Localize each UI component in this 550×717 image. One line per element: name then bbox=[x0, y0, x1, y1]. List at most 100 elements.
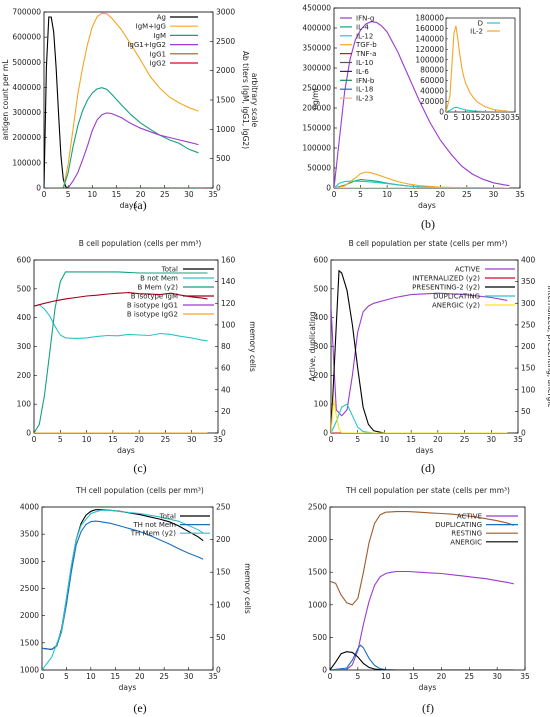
d-y2axis-label: Internalized, presenting, anergic bbox=[546, 286, 550, 408]
a-xtick-label: 0 bbox=[42, 190, 47, 199]
c-series-b-mem-y2-line bbox=[34, 271, 208, 433]
b-legend-label: IL-23 bbox=[356, 95, 373, 103]
e-ytick-label: 3000 bbox=[20, 557, 39, 566]
panel-f: TH cell population per state (cells per … bbox=[308, 486, 530, 715]
b-ytick-label: 150000 bbox=[302, 124, 331, 133]
e-legend-label: Total bbox=[159, 513, 176, 521]
f-ytick-label: 1500 bbox=[308, 568, 327, 577]
b-xtick-label: 0 bbox=[332, 190, 337, 199]
a-xtick-label: 15 bbox=[112, 190, 122, 199]
c-y2tick-label: 160 bbox=[221, 256, 236, 265]
a-y2axis-label: Ab titers (IgM, IgG1, IgG2) bbox=[241, 51, 250, 149]
d-legend-label: ACTIVE bbox=[455, 266, 480, 274]
d-y2tick-label: 0 bbox=[521, 429, 526, 438]
b-inset: 0 5 10 15 20 25 30 3502000040000600008000010000… bbox=[415, 14, 520, 123]
d-panel-label: (d) bbox=[421, 461, 435, 475]
b-inset-xtick-label: 0 bbox=[444, 113, 449, 122]
d-xtick-label: 5 bbox=[355, 435, 360, 444]
c-y2tick-label: 40 bbox=[221, 385, 231, 394]
c-plot-frame bbox=[33, 259, 219, 434]
b-legend-label: TNF-a bbox=[355, 50, 376, 58]
a-legend-label: IgG1 bbox=[150, 50, 166, 58]
e-xtick-label: 0 bbox=[40, 672, 45, 681]
b-inset-ytick-label: 180000 bbox=[415, 14, 444, 23]
c-xtick-label: 20 bbox=[134, 435, 144, 444]
f-ytick-label: 2500 bbox=[308, 503, 327, 512]
c-y2tick-label: 100 bbox=[221, 320, 236, 329]
c-legend-label: B not Mem bbox=[140, 275, 178, 283]
d-legend-label: DUPLICATING bbox=[433, 293, 480, 301]
a-ytick-label: 300000 bbox=[12, 108, 41, 117]
d-xtick-label: 10 bbox=[380, 435, 390, 444]
c-xtick-label: 35 bbox=[213, 435, 223, 444]
b-inset-series-il-2-line bbox=[446, 25, 510, 112]
b-xtick-label: 30 bbox=[489, 190, 499, 199]
b-inset-ytick-label: 60000 bbox=[420, 76, 444, 85]
d-ytick-label: 100 bbox=[314, 400, 329, 409]
f-xtick-label: 30 bbox=[492, 672, 502, 681]
e-legend-label: TH not Mem bbox=[132, 521, 176, 529]
b-xtick-label: 5 bbox=[358, 190, 363, 199]
a-ytick-label: 600000 bbox=[12, 33, 41, 42]
b-inset-ytick-label: 20000 bbox=[420, 97, 444, 106]
e-y2tick-label: 0 bbox=[216, 666, 221, 675]
c-ytick-label: 500 bbox=[17, 284, 32, 293]
e-series-total-line bbox=[42, 509, 204, 650]
a-legend-label: Ag bbox=[157, 14, 166, 22]
c-legend-label: B isotype IgM bbox=[131, 293, 178, 301]
d-series-active-line bbox=[331, 292, 508, 417]
f-series-duplicating-line bbox=[330, 644, 514, 670]
e-ytick-label: 2000 bbox=[20, 611, 39, 620]
a-y2tick-label: 3000 bbox=[216, 8, 235, 17]
d-xtick-label: 25 bbox=[460, 435, 470, 444]
d-ytick-label: 500 bbox=[314, 284, 329, 293]
a-y2tick-label: 0 bbox=[216, 184, 221, 193]
a-series-igm-line bbox=[62, 87, 199, 188]
d-xtick-label: 20 bbox=[433, 435, 443, 444]
e-ytick-label: 3500 bbox=[20, 530, 39, 539]
e-panel-label: (e) bbox=[133, 701, 146, 715]
f-ytick-label: 2000 bbox=[308, 535, 327, 544]
e-xtick-label: 10 bbox=[86, 672, 96, 681]
e-xtick-label: 25 bbox=[159, 672, 169, 681]
d-y2tick-label: 150 bbox=[521, 364, 536, 373]
c-ytick-label: 100 bbox=[17, 400, 32, 409]
c-y2tick-label: 60 bbox=[221, 364, 231, 373]
b-inset-xtick-label: 15 bbox=[471, 113, 481, 122]
b-inset-ytick-label: 100000 bbox=[415, 55, 444, 64]
b-panel-label: (b) bbox=[421, 217, 435, 231]
c-ytick-label: 200 bbox=[17, 371, 32, 380]
b-series-ifn-g-line bbox=[334, 21, 510, 188]
a-xtick-label: 30 bbox=[184, 190, 194, 199]
d-xtick-label: 0 bbox=[329, 435, 334, 444]
b-inset-xtick-label: 25 bbox=[491, 113, 501, 122]
d-ytick-label: 300 bbox=[314, 342, 329, 351]
c-legend-label: B isotype IgG2 bbox=[127, 311, 178, 319]
c-xtick-label: 5 bbox=[58, 435, 63, 444]
e-xtick-label: 30 bbox=[184, 672, 194, 681]
d-y2tick-label: 350 bbox=[521, 277, 536, 286]
b-inset-legend-label: IL-2 bbox=[470, 28, 483, 36]
f-xaxis-label: days bbox=[419, 683, 437, 692]
a-yaxis-label: antigen count per mL bbox=[1, 59, 10, 141]
e-y2axis-label: memory cells bbox=[243, 563, 252, 614]
c-xtick-label: 10 bbox=[82, 435, 92, 444]
panel-a: 0 5 10 15 20 25 30 3501000002000003000004000005… bbox=[1, 8, 259, 213]
f-series-anergic-line bbox=[330, 651, 514, 670]
panel-b: 0 5 10 15 20 25 30 3505000010000015000020000025… bbox=[302, 4, 525, 232]
b-xtick-label: 20 bbox=[436, 190, 446, 199]
c-ytick-label: 600 bbox=[17, 256, 32, 265]
e-xtick-label: 15 bbox=[111, 672, 121, 681]
d-y2tick-label: 250 bbox=[521, 320, 536, 329]
b-inset-legend-label: D bbox=[478, 20, 483, 28]
a-xtick-label: 20 bbox=[136, 190, 146, 199]
d-y2tick-label: 100 bbox=[521, 385, 536, 394]
b-legend-label: IFN-b bbox=[356, 77, 375, 85]
f-xtick-label: 20 bbox=[437, 672, 447, 681]
c-ytick-label: 400 bbox=[17, 313, 32, 322]
b-inset-xtick-label: 20 bbox=[481, 113, 491, 122]
a-legend-label: IgM+IgG bbox=[136, 23, 166, 31]
c-xtick-label: 25 bbox=[161, 435, 171, 444]
f-xtick-label: 25 bbox=[465, 672, 475, 681]
